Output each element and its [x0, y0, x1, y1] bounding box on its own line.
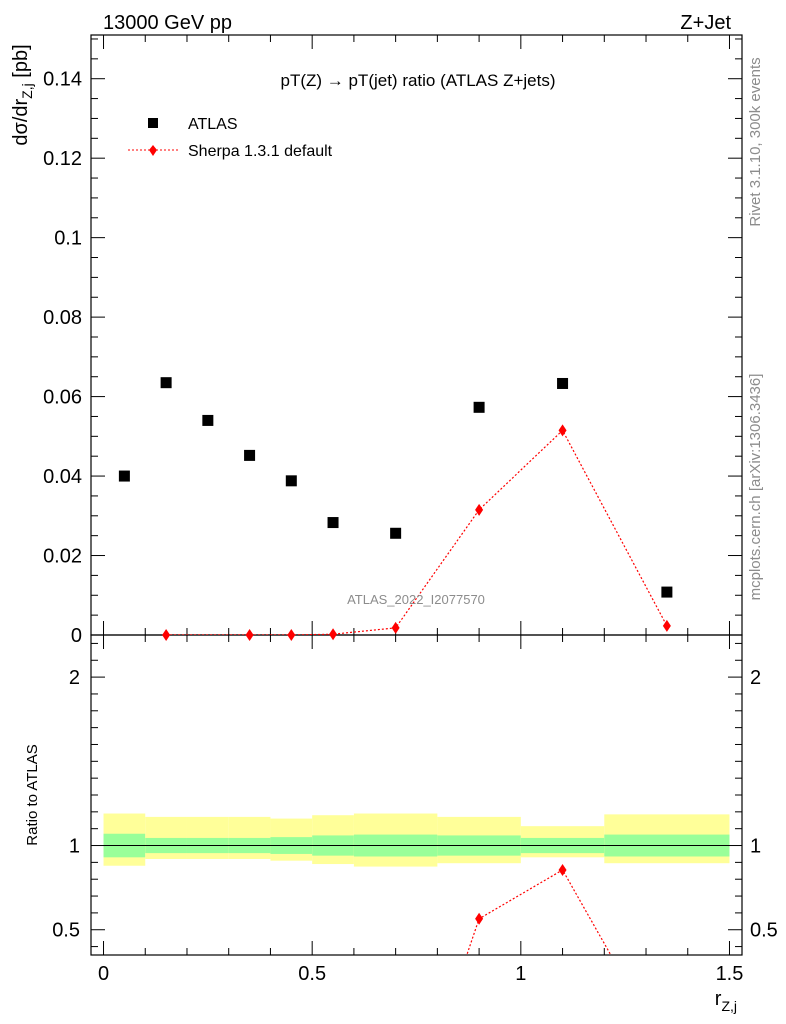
- y-tick-label: 0.02: [43, 546, 82, 568]
- ratio-y-tick-label-right: 0.5: [750, 920, 778, 942]
- y-tick-label: 0: [71, 625, 82, 647]
- sherpa-point: [162, 629, 171, 641]
- ratio-y-tick-label: 0.5: [52, 920, 80, 942]
- header-right: Z+Jet: [680, 12, 731, 34]
- chart-title: pT(Z) → pT(jet) ratio (ATLAS Z+jets): [280, 71, 555, 90]
- ratio-bands: [103, 813, 730, 867]
- x-tick-label: 1.5: [716, 963, 744, 985]
- rivet-label: Rivet 3.1.10, 300k events: [747, 57, 764, 226]
- y-tick-label: 0.04: [43, 466, 82, 488]
- axes-ticks: [90, 34, 743, 956]
- atlas-point: [160, 377, 172, 389]
- x-tick-label: 0: [98, 963, 109, 985]
- sherpa-point: [558, 424, 567, 437]
- ratio-y-tick-label-right: 2: [750, 667, 761, 689]
- atlas-point: [285, 475, 297, 487]
- atlas-point: [244, 449, 256, 461]
- mcplots-label: mcplots.cern.ch [arXiv:1306.3436]: [747, 374, 764, 601]
- ratio-ylabel: Ratio to ATLAS: [24, 744, 41, 845]
- legend-sherpa-label: Sherpa 1.3.1 default: [188, 143, 333, 160]
- y-tick-label: 0.12: [43, 148, 82, 170]
- sherpa-point: [287, 629, 296, 641]
- x-tick-label: 1: [515, 963, 526, 985]
- atlas-point: [118, 470, 130, 482]
- ratio-sherpa-point: [475, 912, 484, 925]
- legend-atlas-label: ATLAS: [188, 116, 238, 133]
- ratio-plot-frame: [90, 634, 743, 956]
- atlas-point: [202, 414, 214, 426]
- legend-atlas-marker: [148, 118, 158, 128]
- xlabel: rZ,j: [715, 988, 737, 1014]
- ratio-y-tick-label: 1: [69, 836, 80, 858]
- y-tick-label: 0.14: [43, 69, 82, 91]
- main-ylabel: dσ/drZ,j [pb]: [10, 44, 35, 145]
- y-tick-label: 0.08: [43, 307, 82, 329]
- sherpa-point: [475, 503, 484, 516]
- sherpa-point: [245, 629, 254, 641]
- ratio-y-tick-label-right: 1: [750, 836, 761, 858]
- atlas-point: [661, 586, 673, 598]
- atlas-point: [390, 527, 402, 539]
- sherpa-point: [662, 619, 671, 632]
- ratio-sherpa-point: [558, 863, 567, 876]
- sherpa-point: [391, 621, 400, 634]
- header-left: 13000 GeV pp: [103, 12, 232, 34]
- legend-sherpa-marker: [149, 145, 157, 156]
- atlas-point: [327, 517, 339, 529]
- y-tick-label: 0.06: [43, 387, 82, 409]
- atlas-point: [473, 401, 485, 413]
- data-series: [118, 377, 673, 955]
- ratio-y-tick-label: 2: [69, 667, 80, 689]
- axis-labels: 0 0.5 1 1.5 0 0.02 0.04 0.06 0.08 0.1 0.12 0.14 0.5 0…: [10, 44, 778, 1014]
- x-tick-label: 0.5: [298, 963, 326, 985]
- watermark: ATLAS_2022_I2077570: [347, 592, 485, 607]
- ratio-sherpa-line: [466, 869, 612, 955]
- sherpa-point: [329, 628, 338, 641]
- atlas-point: [557, 377, 569, 389]
- y-tick-label: 0.1: [54, 228, 82, 250]
